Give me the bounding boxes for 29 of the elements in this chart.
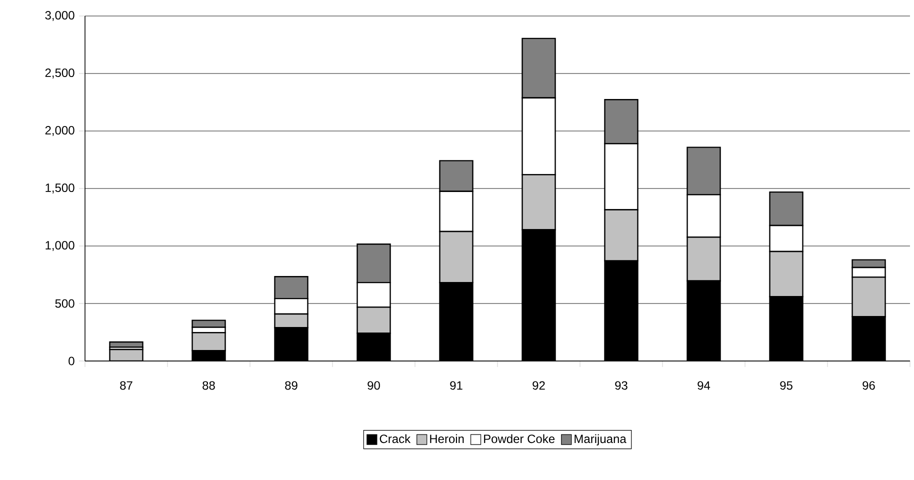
y-tick-label: 2,000 [45, 126, 74, 136]
bar [192, 332, 226, 352]
bar [852, 276, 886, 318]
y-tick-label: 500 [55, 299, 74, 308]
x-tick-label: 88 [202, 381, 215, 390]
x-tick-label: 92 [532, 381, 545, 390]
bar [604, 209, 638, 262]
legend-label: Marijuana [574, 434, 626, 446]
x-tick-label: 93 [615, 381, 628, 390]
y-tick-label: 3,000 [45, 11, 74, 21]
x-tick-label: 89 [285, 381, 298, 390]
legend-label: Heroin [430, 434, 464, 444]
x-tick-label: 87 [120, 381, 132, 390]
bar [522, 174, 556, 230]
bar [439, 230, 474, 284]
legend-label: Crack [380, 434, 411, 444]
y-tick-label: 0 [68, 356, 74, 366]
x-tick-label: 90 [368, 381, 380, 390]
legend-label: Powder Coke [484, 434, 555, 444]
x-tick-label: 94 [698, 381, 710, 390]
y-tick-label: 1,000 [46, 241, 74, 251]
x-tick-label: 91 [450, 381, 462, 390]
bar [769, 250, 804, 298]
x-tick-label: 95 [780, 381, 792, 390]
y-tick-label: 1,500 [46, 184, 74, 194]
bar [356, 306, 391, 334]
y-tick-label: 2,500 [45, 68, 74, 78]
x-tick-label: 96 [862, 381, 875, 390]
bar [686, 236, 721, 282]
